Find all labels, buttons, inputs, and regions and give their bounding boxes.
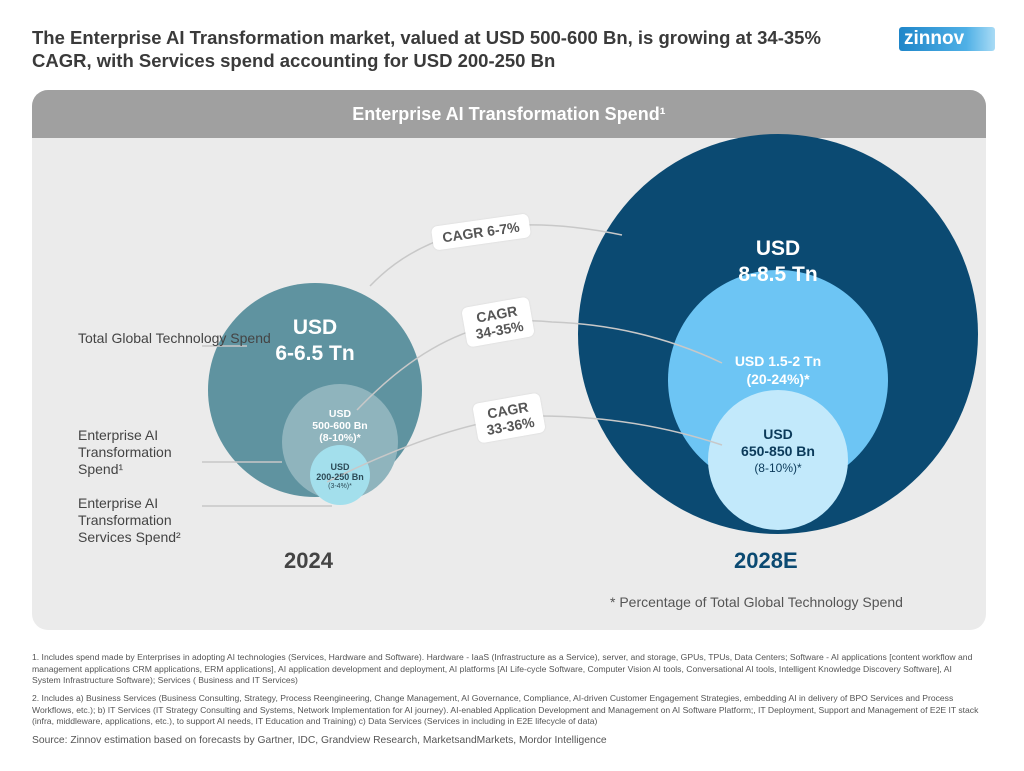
services-2028-l1: USD: [763, 426, 793, 442]
total-2028-l2: 8-8.5 Tn: [738, 263, 818, 286]
source-text: Source: Zinnov estimation based on forec…: [32, 735, 607, 746]
footnote-1: 1. Includes spend made by Enterprises in…: [32, 652, 973, 685]
services-2024-l2: 200-250 Bn: [316, 472, 364, 482]
zinnov-logo: zinnov: [899, 27, 995, 51]
services-2028-l2: 650-850 Bn: [741, 443, 815, 459]
connector-lines: [202, 224, 723, 507]
services-2028-l3: (8-10%)*: [754, 461, 802, 475]
total-2028-l1: USD: [755, 237, 801, 260]
total-2024-l1: USD: [292, 316, 338, 339]
footnote-2: 2. Includes a) Business Services (Busine…: [32, 693, 979, 726]
page-title: The Enterprise AI Transformation market,…: [32, 27, 821, 71]
ai-2024-l3: (8-10%)*: [319, 432, 361, 444]
ai-2024-l1: USD: [328, 408, 352, 420]
label-enterprise-ai: Enterprise AI Transformation Spend¹: [78, 427, 172, 477]
circles: [202, 134, 978, 534]
circle-services-2028: [708, 390, 848, 530]
percentage-note: * Percentage of Total Global Technology …: [610, 594, 903, 610]
label-enterprise-ai-services: Enterprise AI Transformation Services Sp…: [78, 495, 181, 545]
label-total-global-tech: Total Global Technology Spend: [78, 330, 271, 346]
ai-2024-l2: 500-600 Bn: [312, 420, 368, 432]
year-2028: 2028E: [734, 548, 798, 573]
services-2024-l3: (3-4%)*: [328, 483, 352, 490]
year-2024: 2024: [284, 548, 333, 573]
total-2024-l2: 6-6.5 Tn: [275, 342, 355, 365]
diagram-panel: Enterprise AI Transformation Spend¹ Tota…: [32, 90, 986, 630]
services-2024-l1: USD: [330, 462, 350, 472]
panel-title: Enterprise AI Transformation Spend¹: [32, 90, 986, 138]
ai-2028-l1: USD 1.5-2 Tn: [734, 353, 822, 369]
ai-2028-l2: (20-24%)*: [746, 371, 810, 387]
